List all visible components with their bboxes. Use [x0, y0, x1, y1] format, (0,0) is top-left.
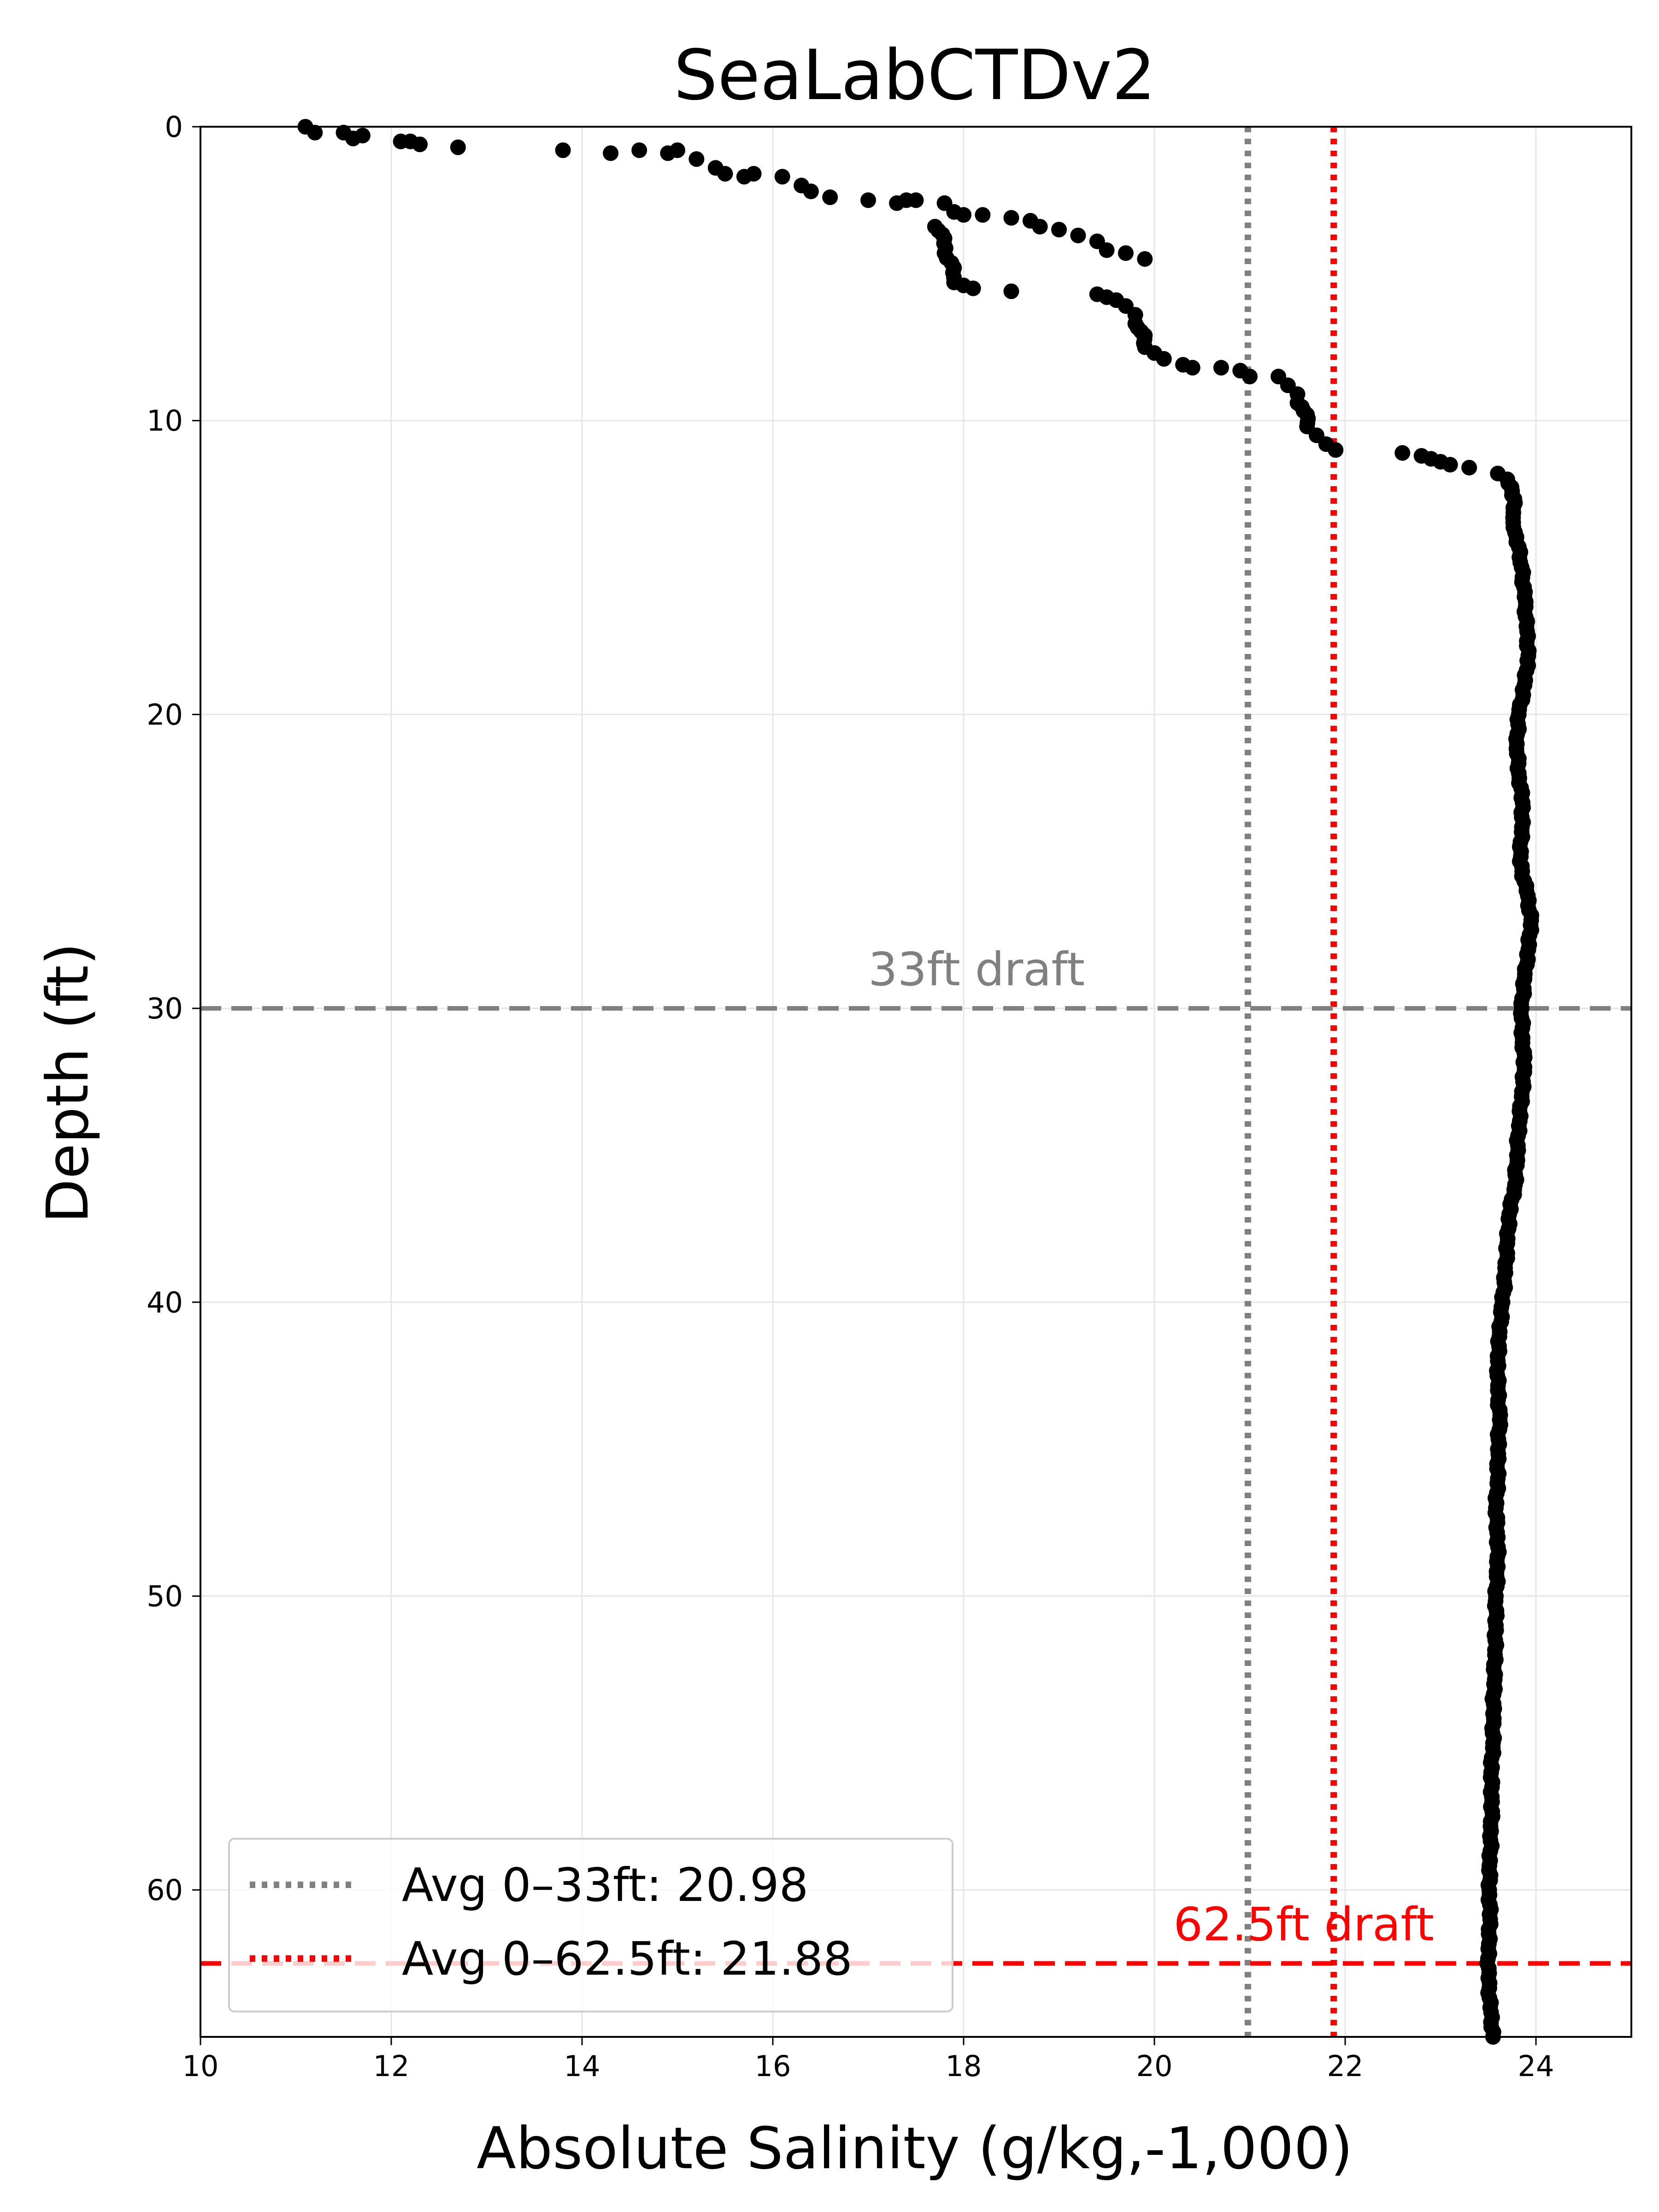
data-point [670, 142, 685, 159]
x-tick-label: 14 [564, 2049, 600, 2083]
data-point [1156, 351, 1172, 367]
y-axis-ticks: 0 10 20 30 40 50 60 [147, 110, 200, 1907]
y-tick-label: 40 [147, 1286, 183, 1319]
data-point [688, 151, 705, 167]
data-point [1394, 445, 1411, 461]
data-point [631, 142, 647, 159]
x-tick-label: 10 [182, 2049, 219, 2083]
x-tick-label: 18 [946, 2049, 982, 2083]
data-point [956, 207, 971, 223]
data-point [1461, 459, 1477, 476]
data-point [1070, 227, 1086, 243]
x-tick-label: 16 [755, 2049, 791, 2083]
data-point [1442, 457, 1458, 473]
data-point [412, 136, 428, 153]
legend: Avg 0–33ft: 20.98 Avg 0–62.5ft: 21.88 [228, 1838, 953, 2012]
x-axis-label: Absolute Salinity (g/kg,-1,000) [477, 2115, 1353, 2182]
data-point [1328, 442, 1344, 458]
data-point [1184, 359, 1200, 376]
data-point [354, 128, 371, 144]
data-point [1051, 222, 1067, 238]
y-tick-label: 10 [147, 404, 183, 438]
data-point [1137, 251, 1153, 267]
data-point [1242, 369, 1258, 385]
plot-area: 33ft draft 62.5ft draft [200, 119, 1632, 2045]
data-point [555, 142, 571, 159]
plot-background [200, 127, 1631, 2037]
plot-frame [200, 126, 1632, 2038]
data-point [746, 166, 762, 182]
data-points [297, 119, 1540, 2045]
data-point [908, 192, 924, 208]
data-point [975, 207, 991, 223]
data-point [774, 169, 790, 185]
chart-title: SeaLabCTDv2 [674, 35, 1156, 116]
data-point [307, 124, 323, 141]
legend-box [228, 1838, 953, 2012]
y-tick-label: 60 [147, 1873, 183, 1907]
data-point [860, 192, 876, 208]
x-tick-label: 12 [373, 2049, 410, 2083]
data-point [603, 145, 619, 161]
data-point [450, 139, 466, 155]
data-point [1003, 283, 1019, 300]
data-point [1118, 245, 1134, 261]
x-tick-label: 24 [1518, 2049, 1554, 2083]
y-tick-label: 20 [147, 698, 183, 731]
data-point [965, 280, 981, 296]
data-point [1213, 359, 1229, 376]
y-tick-label: 30 [147, 992, 183, 1025]
draft-annotations: 33ft draft 62.5ft draft [868, 942, 1434, 1952]
data-point [1032, 218, 1048, 235]
y-tick-label: 0 [165, 110, 183, 144]
legend-entry-label: Avg 0–33ft: 20.98 [402, 1858, 808, 1912]
draft-label: 33ft draft [868, 942, 1085, 996]
data-point [822, 189, 838, 206]
x-tick-label: 22 [1327, 2049, 1364, 2083]
data-point [803, 183, 819, 200]
data-point [717, 166, 733, 182]
x-axis-ticks: 10 12 14 16 18 20 22 24 [182, 2037, 1554, 2083]
data-point [1003, 210, 1019, 226]
x-tick-label: 20 [1136, 2049, 1173, 2083]
legend-entry-label: Avg 0–62.5ft: 21.88 [402, 1932, 853, 1986]
y-axis-label: Depth (ft) [35, 943, 101, 1224]
data-point [1099, 242, 1115, 258]
y-tick-label: 50 [147, 1579, 183, 1613]
draft-label: 62.5ft draft [1173, 1898, 1434, 1952]
